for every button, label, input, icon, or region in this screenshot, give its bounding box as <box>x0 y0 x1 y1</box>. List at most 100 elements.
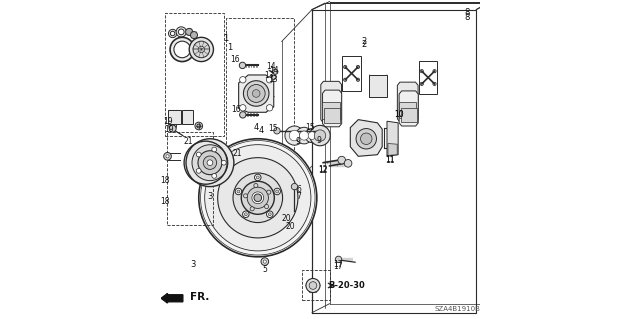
Circle shape <box>285 126 304 145</box>
Circle shape <box>166 155 169 158</box>
Circle shape <box>261 258 269 265</box>
Circle shape <box>205 145 311 251</box>
Text: 6: 6 <box>297 185 301 194</box>
Polygon shape <box>323 102 340 119</box>
Circle shape <box>237 190 240 193</box>
Text: 17: 17 <box>333 260 342 269</box>
Circle shape <box>271 75 276 79</box>
Circle shape <box>356 129 376 149</box>
Circle shape <box>196 168 201 173</box>
Circle shape <box>309 282 317 289</box>
Text: 13: 13 <box>264 71 274 80</box>
Polygon shape <box>397 82 418 122</box>
Text: 15: 15 <box>268 124 278 133</box>
Polygon shape <box>387 121 398 156</box>
Circle shape <box>314 130 326 141</box>
Polygon shape <box>324 108 340 123</box>
Text: 16: 16 <box>231 105 241 114</box>
Text: 8: 8 <box>465 13 470 22</box>
Circle shape <box>254 194 262 202</box>
Text: 3: 3 <box>190 260 196 269</box>
Circle shape <box>266 77 273 83</box>
Circle shape <box>266 211 273 218</box>
Circle shape <box>195 122 203 130</box>
Bar <box>369 75 387 97</box>
Bar <box>226 18 294 201</box>
Polygon shape <box>399 91 419 126</box>
Circle shape <box>247 187 268 208</box>
Circle shape <box>186 28 193 35</box>
Circle shape <box>276 190 278 193</box>
Circle shape <box>344 160 352 167</box>
Text: 19: 19 <box>164 125 174 134</box>
Circle shape <box>252 192 264 204</box>
Polygon shape <box>399 102 417 118</box>
Bar <box>342 56 361 91</box>
Circle shape <box>198 151 222 175</box>
Circle shape <box>267 190 271 194</box>
Text: 18: 18 <box>161 197 170 206</box>
Text: 7: 7 <box>297 192 301 201</box>
Circle shape <box>335 256 342 263</box>
Text: 17: 17 <box>333 262 342 271</box>
Circle shape <box>189 37 214 62</box>
Circle shape <box>239 105 246 111</box>
Bar <box>312 10 476 313</box>
Text: 11: 11 <box>385 155 395 164</box>
Circle shape <box>204 156 217 169</box>
Circle shape <box>233 173 283 223</box>
Circle shape <box>305 129 319 143</box>
Text: 2: 2 <box>361 37 366 46</box>
Bar <box>303 270 330 300</box>
Text: 18: 18 <box>161 176 170 185</box>
Circle shape <box>192 145 228 181</box>
Text: 4: 4 <box>253 123 259 132</box>
Circle shape <box>264 204 269 209</box>
Polygon shape <box>323 90 342 127</box>
Circle shape <box>252 90 260 97</box>
Circle shape <box>256 176 259 179</box>
Text: 14: 14 <box>267 62 276 71</box>
Circle shape <box>273 69 278 74</box>
Text: 1: 1 <box>223 34 228 43</box>
Text: 15: 15 <box>306 123 316 132</box>
Text: 16: 16 <box>230 55 240 64</box>
Circle shape <box>174 41 191 58</box>
Text: 5: 5 <box>262 265 268 274</box>
Text: 21: 21 <box>184 137 193 146</box>
Circle shape <box>291 183 298 190</box>
Circle shape <box>308 132 316 139</box>
Text: 19: 19 <box>164 117 173 126</box>
Circle shape <box>176 27 186 37</box>
Text: 12: 12 <box>318 165 327 174</box>
Text: 10: 10 <box>394 110 404 119</box>
Circle shape <box>274 188 280 195</box>
Polygon shape <box>239 75 274 112</box>
Circle shape <box>306 278 320 293</box>
Text: 9: 9 <box>317 136 322 145</box>
Circle shape <box>243 194 248 198</box>
Circle shape <box>169 125 176 132</box>
Text: 20: 20 <box>286 222 296 231</box>
Circle shape <box>193 41 210 58</box>
FancyArrow shape <box>161 293 183 303</box>
Circle shape <box>310 125 330 146</box>
Text: 12: 12 <box>319 166 328 175</box>
Circle shape <box>250 207 254 211</box>
Circle shape <box>241 181 275 214</box>
Text: 3: 3 <box>207 192 212 201</box>
Circle shape <box>266 105 273 111</box>
Circle shape <box>170 37 195 62</box>
Circle shape <box>289 130 300 141</box>
Circle shape <box>239 77 246 83</box>
Circle shape <box>254 183 258 188</box>
Circle shape <box>164 152 172 160</box>
Circle shape <box>247 85 265 102</box>
Circle shape <box>268 213 271 216</box>
Circle shape <box>243 211 249 218</box>
Text: 10: 10 <box>394 110 404 119</box>
Polygon shape <box>350 120 382 156</box>
Text: 11: 11 <box>385 156 395 165</box>
Circle shape <box>199 139 317 257</box>
Text: 9: 9 <box>295 137 300 146</box>
